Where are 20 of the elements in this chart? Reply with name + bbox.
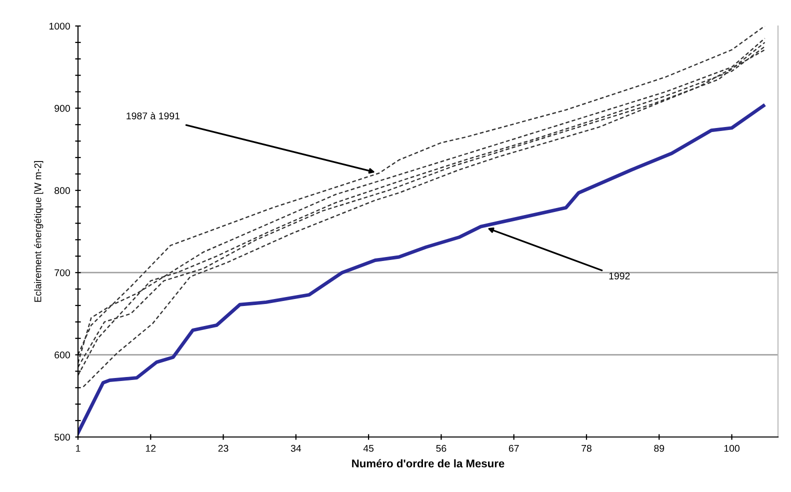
x-tick-label: 34 <box>290 444 302 452</box>
x-tick-label: 78 <box>582 444 592 452</box>
annotation: 1992 <box>609 272 630 280</box>
x-tick-label: 12 <box>146 444 156 452</box>
y-tick-label: 700 <box>54 269 70 276</box>
x-tick-label: 45 <box>363 444 374 452</box>
y-axis-title: Eclairement énergétique [W m-2] <box>34 161 44 302</box>
x-axis-title: Numéro d'ordre de la Mesure <box>352 459 504 468</box>
x-tick-label: 67 <box>508 444 519 452</box>
y-tick-label: 500 <box>54 434 70 441</box>
annotation: 1987 à 1991 <box>126 112 180 120</box>
x-tick-label: 23 <box>218 444 228 452</box>
x-tick-label: 56 <box>436 444 446 452</box>
x-tick-label: 1 <box>76 444 80 452</box>
x-tick-label: 89 <box>654 444 664 452</box>
y-tick-label: 1000 <box>49 22 70 30</box>
y-tick-label: 800 <box>54 187 70 194</box>
y-tick-label: 600 <box>54 352 70 358</box>
y-tick-label: 900 <box>54 104 70 112</box>
x-tick-label: 100 <box>724 444 740 452</box>
